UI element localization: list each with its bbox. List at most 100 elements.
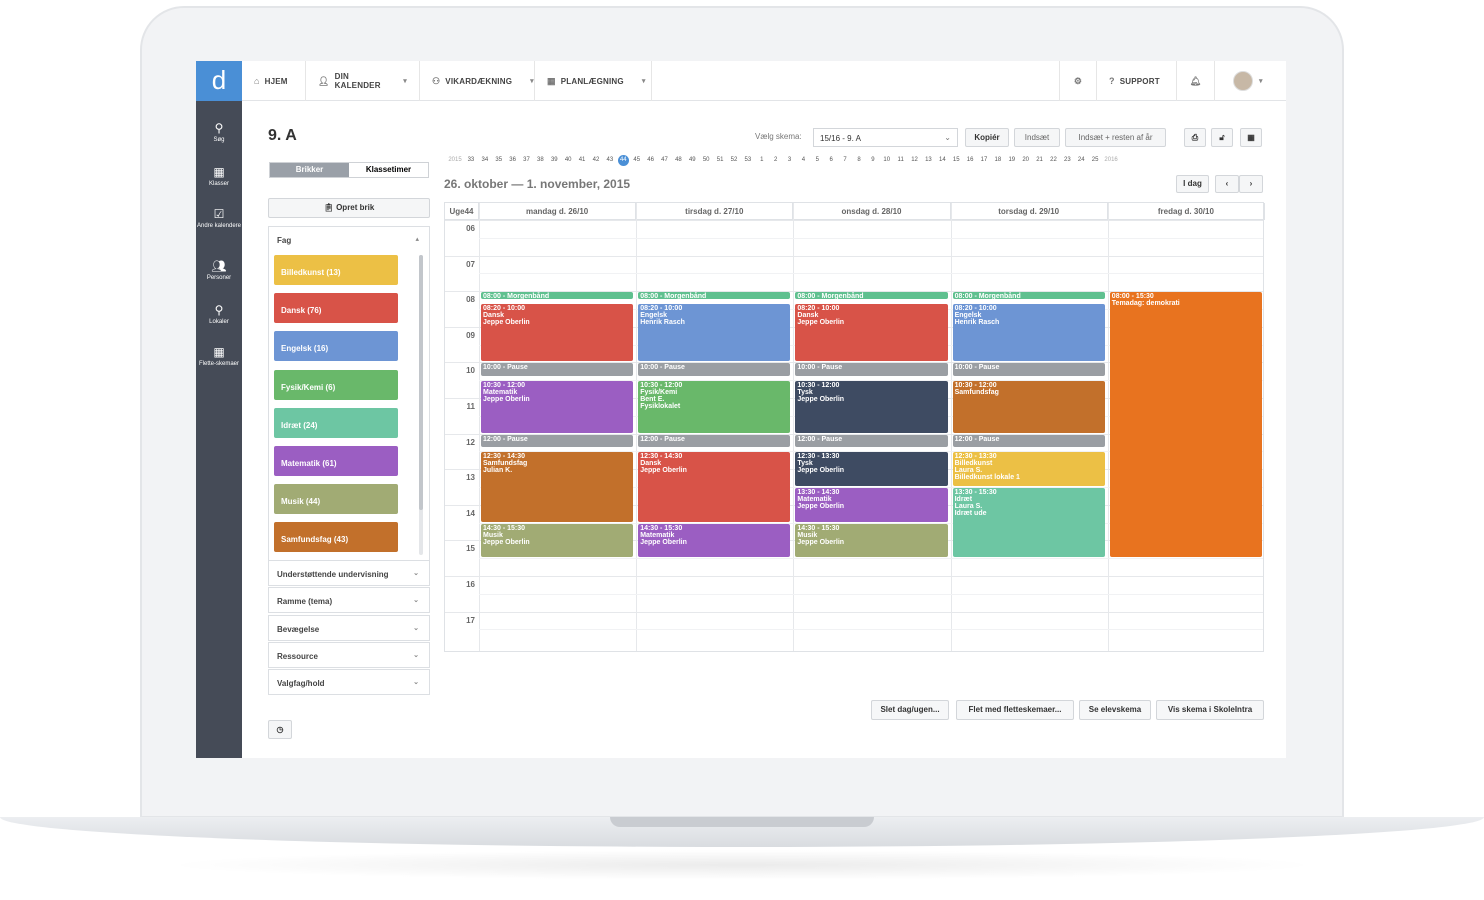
calendar-event[interactable]: 10:30 - 12:00 Samfundsfag [952, 381, 1105, 433]
tab-brikker[interactable]: Brikker [270, 163, 349, 177]
today-button[interactable]: I dag [1176, 175, 1209, 193]
settings-button[interactable]: ⚙ [1059, 61, 1097, 101]
calendar-event[interactable]: 08:00 - Morgenbånd [481, 292, 634, 300]
calendar-event[interactable]: 10:30 - 12:00 Tysk Jeppe Oberlin [795, 381, 948, 433]
calendar-event[interactable]: 12:30 - 14:30 Samfundsfag Julian K. [481, 452, 634, 522]
copy-button[interactable]: Kopiér [965, 128, 1009, 147]
week-number[interactable]: 3 [787, 157, 792, 163]
notifications-button[interactable]: 🔔︎ [1177, 61, 1215, 101]
history-button[interactable]: ◷ [268, 720, 292, 739]
calendar-event[interactable]: 12:00 - Pause [795, 434, 948, 447]
calendar-event[interactable]: 10:00 - Pause [952, 363, 1105, 376]
week-number[interactable]: 47 [661, 157, 668, 163]
calendar-event[interactable]: 12:00 - Pause [952, 434, 1105, 447]
calendar-event[interactable]: 08:00 - Morgenbånd [638, 292, 791, 300]
calendar-event[interactable]: 14:30 - 15:30 Musik Jeppe Oberlin [795, 523, 948, 558]
calendar-event[interactable]: 10:00 - Pause [638, 363, 791, 376]
week-number[interactable]: 7 [843, 157, 847, 163]
day-header[interactable]: mandag d. 26/10 [479, 203, 637, 220]
create-brick-button[interactable]: 📋︎ Opret brik [268, 198, 430, 218]
calendar-view-button[interactable]: ▦ [1240, 128, 1262, 147]
nav-planning[interactable]: ▦ PLANLÆGNING ▾ [535, 61, 652, 101]
accordion-section[interactable]: Ressource ⌄ [268, 641, 430, 668]
week-number[interactable]: 21 [1036, 157, 1043, 163]
week-number[interactable]: 38 [537, 157, 544, 163]
week-number[interactable]: 48 [675, 157, 682, 163]
calendar-event[interactable]: 12:30 - 13:30 Tysk Jeppe Oberlin [795, 452, 948, 486]
calendar-event[interactable]: 10:30 - 12:00 Fysik/Kemi Bent E. Fysiklokal… [638, 381, 791, 433]
calendar-event[interactable]: 08:00 - Morgenbånd [952, 292, 1105, 300]
lock-button[interactable]: 🔓︎ [1211, 128, 1233, 147]
calendar-event[interactable]: 13:30 - 14:30 Matematik Jeppe Oberlin [795, 488, 948, 522]
week-number[interactable]: 12 [911, 157, 918, 163]
calendar-event[interactable]: 08:20 - 10:00 Engelsk Henrik Rasch [638, 303, 791, 362]
week-number[interactable]: 19 [1008, 157, 1016, 163]
show-in-skoleintra-button[interactable]: Vis skema i SkoleIntra [1156, 700, 1264, 720]
week-number[interactable]: 36 [509, 157, 516, 163]
week-number[interactable]: 52 [730, 157, 738, 163]
week-number[interactable]: 25 [1091, 157, 1099, 163]
sidebar-item-persons[interactable]: 👥︎ Personer [196, 259, 242, 282]
week-number[interactable]: 23 [1064, 157, 1071, 163]
week-number[interactable]: 42 [592, 157, 600, 163]
calendar-event[interactable]: 12:00 - Pause [481, 434, 634, 447]
print-button[interactable]: ⎙ [1184, 128, 1206, 147]
sidebar-item-classes[interactable]: ▦ Klasser [196, 165, 242, 188]
tab-klassetimer[interactable]: Klassetimer [365, 165, 412, 174]
merge-schedules-button[interactable]: Flet med fletteskemaer... [956, 700, 1074, 720]
calendar-event[interactable]: 10:00 - Pause [481, 363, 634, 376]
day-header[interactable]: tirsdag d. 27/10 [636, 203, 794, 220]
chevron-up-icon[interactable]: ▴ [415, 236, 419, 243]
week-number[interactable]: 34 [481, 157, 489, 163]
student-schedule-button[interactable]: Se elevskema [1079, 700, 1151, 720]
fag-header[interactable]: Fag [277, 236, 292, 245]
calendar-event[interactable]: 12:30 - 13:30 Billedkunst Laura S. Billedku… [952, 452, 1105, 486]
week-number[interactable]: 13 [925, 157, 932, 163]
week-number[interactable]: 6 [829, 157, 833, 163]
week-number[interactable]: 53 [744, 157, 752, 163]
accordion-section[interactable]: Ramme (tema) ⌄ [268, 587, 430, 614]
calendar-event[interactable]: 10:30 - 12:00 Matematik Jeppe Oberlin [481, 381, 634, 433]
accordion-section[interactable]: Understøttende undervisning ⌄ [268, 560, 430, 586]
week-number[interactable]: 18 [994, 157, 1002, 163]
week-number[interactable]: 20 [1022, 157, 1030, 163]
fag-tile[interactable]: Samfundsfag (43) [274, 522, 398, 553]
week-number[interactable]: 44 [617, 155, 629, 166]
fag-tile[interactable]: Dansk (76) [274, 293, 398, 324]
calendar-event[interactable]: 14:30 - 15:30 Matematik Jeppe Oberlin [638, 523, 791, 558]
week-number[interactable]: 41 [578, 157, 586, 163]
calendar-event[interactable]: 12:00 - Pause [638, 434, 791, 447]
sidebar-item-other-calendars[interactable]: ☑ Andre kalendere [196, 207, 242, 230]
week-number[interactable]: 10 [883, 157, 891, 163]
calendar-event[interactable]: 14:30 - 15:30 Musik Jeppe Oberlin [481, 523, 634, 558]
week-number[interactable]: 2 [773, 157, 778, 163]
sidebar-item-search[interactable]: ⚲ Søg [196, 121, 242, 144]
week-number[interactable]: 24 [1077, 157, 1085, 163]
fag-tile[interactable]: Fysik/Kemi (6) [274, 369, 398, 400]
week-number[interactable]: 8 [857, 157, 861, 163]
week-number[interactable]: 51 [716, 157, 724, 163]
week-number[interactable]: 49 [688, 157, 696, 163]
week-number[interactable]: 1 [760, 157, 764, 163]
next-week-button[interactable]: › [1239, 175, 1263, 193]
fag-tile[interactable]: Engelsk (16) [274, 331, 398, 362]
week-number[interactable]: 9 [871, 157, 875, 163]
accordion-section[interactable]: Valgfag/hold ⌄ [268, 669, 430, 696]
accordion-section[interactable]: Bevægelse ⌄ [268, 614, 430, 641]
nav-support[interactable]: ? SUPPORT [1097, 61, 1177, 101]
nav-home[interactable]: ⌂ HJEM [242, 61, 306, 101]
user-menu[interactable]: ▾ [1215, 61, 1285, 101]
fag-scrollbar[interactable] [419, 255, 423, 555]
calendar-event[interactable]: 12:30 - 14:30 Dansk Jeppe Oberlin [638, 452, 791, 522]
nav-calendar[interactable]: 👤︎ DIN KALENDER ▾ [306, 61, 420, 101]
insert-rest-button[interactable]: Indsæt + resten af år [1065, 128, 1166, 147]
week-number[interactable]: 39 [550, 157, 558, 163]
week-number[interactable]: 35 [495, 157, 503, 163]
day-header[interactable]: torsdag d. 29/10 [950, 203, 1108, 220]
week-number[interactable]: 40 [564, 157, 572, 163]
calendar-event[interactable]: 08:20 - 10:00 Dansk Jeppe Oberlin [795, 303, 948, 362]
week-number[interactable]: 17 [980, 157, 988, 163]
week-number[interactable]: 5 [815, 157, 819, 163]
previous-week-button[interactable]: ‹ [1215, 175, 1239, 193]
week-number[interactable]: 22 [1050, 157, 1057, 163]
